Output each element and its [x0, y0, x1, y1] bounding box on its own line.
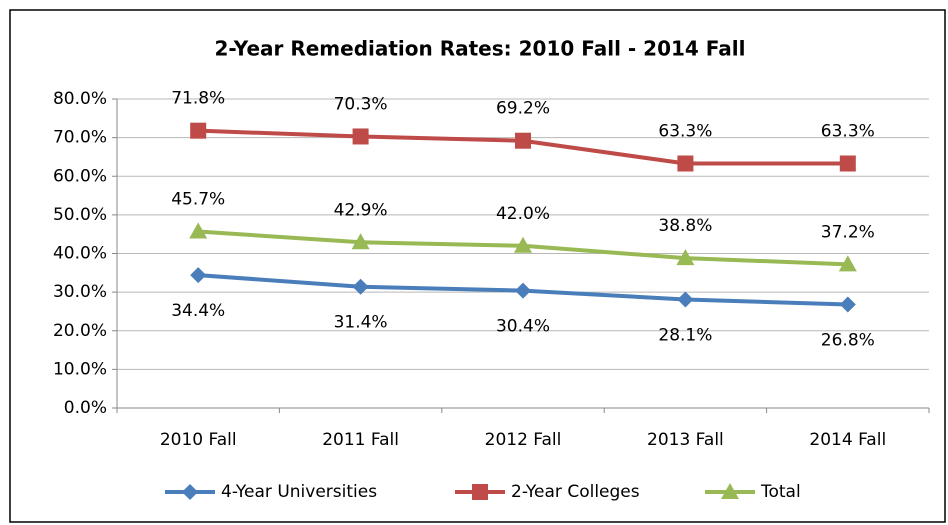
data-label: 26.8% [821, 330, 875, 350]
data-label: 45.7% [171, 189, 225, 209]
data-label: 70.3% [334, 94, 388, 114]
data-label: 42.9% [334, 200, 388, 220]
data-label: 63.3% [821, 122, 875, 142]
marker [839, 155, 856, 172]
marker [190, 267, 207, 284]
y-tick-label: 10.0% [53, 359, 107, 379]
y-tick-label: 20.0% [53, 321, 107, 341]
data-label: 69.2% [496, 99, 550, 119]
chart-border [9, 9, 946, 523]
x-tick-label: 2012 Fall [485, 430, 562, 450]
data-label: 71.8% [171, 89, 225, 109]
y-tick-label: 60.0% [53, 166, 107, 186]
marker [677, 155, 694, 172]
legend-marker [721, 483, 739, 499]
marker [838, 255, 857, 272]
marker [190, 122, 207, 139]
marker [515, 282, 531, 299]
marker [352, 128, 369, 145]
y-tick-label: 80.0% [53, 89, 107, 109]
y-tick-label: 50.0% [53, 205, 107, 225]
legend-marker [182, 484, 198, 500]
data-label: 30.4% [496, 317, 550, 337]
data-label: 28.1% [658, 325, 712, 345]
x-tick-label: 2010 Fall [160, 430, 237, 450]
marker [515, 132, 531, 149]
chart-title: 2-Year Remediation Rates: 2010 Fall - 20… [215, 37, 746, 61]
marker [352, 278, 369, 295]
legend-marker [472, 484, 488, 500]
data-label: 38.8% [658, 216, 712, 236]
data-label: 63.3% [658, 122, 712, 142]
legend-label: 4-Year Universities [221, 482, 377, 502]
data-label: 42.0% [496, 204, 550, 224]
y-tick-label: 40.0% [53, 244, 107, 264]
marker [676, 249, 695, 266]
x-tick-label: 2013 Fall [647, 430, 724, 450]
marker [351, 233, 370, 250]
x-tick-label: 2014 Fall [809, 430, 886, 450]
x-tick-label: 2011 Fall [322, 430, 399, 450]
data-label: 34.4% [171, 301, 225, 321]
y-tick-label: 0.0% [64, 398, 107, 418]
data-label: 31.4% [334, 313, 388, 333]
legend-label: 2-Year Colleges [511, 482, 640, 502]
y-tick-label: 30.0% [53, 282, 107, 302]
marker [189, 222, 208, 239]
marker [514, 236, 532, 253]
y-tick-label: 70.0% [53, 128, 107, 148]
legend-label: Total [760, 482, 801, 502]
marker [677, 291, 694, 308]
data-label: 37.2% [821, 222, 875, 242]
marker [839, 296, 856, 313]
